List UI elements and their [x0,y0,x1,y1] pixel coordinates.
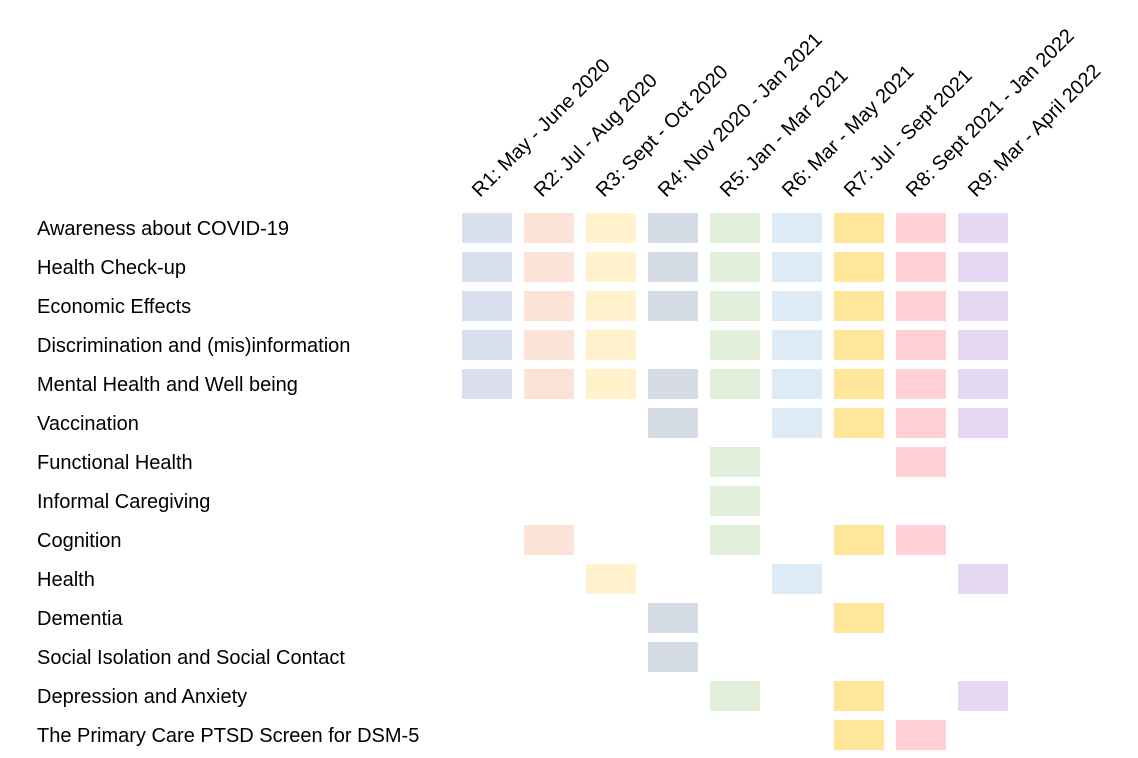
heatmap-cell [648,642,698,672]
heatmap-cell [958,564,1008,594]
heatmap-cell [524,213,574,243]
heatmap-cell [896,213,946,243]
heatmap-cell [896,525,946,555]
row-label: Informal Caregiving [37,491,210,513]
heatmap-cell [958,681,1008,711]
heatmap-cell [896,252,946,282]
row-label: Awareness about COVID-19 [37,218,289,240]
heatmap-cell [710,252,760,282]
row-label: Economic Effects [37,296,191,318]
row-label: Cognition [37,530,122,552]
heatmap-cell [834,330,884,360]
heatmap-cell [462,213,512,243]
heatmap-cell [772,564,822,594]
heatmap-cell [772,252,822,282]
heatmap-cell [896,408,946,438]
heatmap-cell [958,369,1008,399]
heatmap-cell [524,369,574,399]
heatmap-cell [586,213,636,243]
heatmap-cell [648,603,698,633]
heatmap-cell [958,408,1008,438]
heatmap-cell [710,486,760,516]
row-label: Social Isolation and Social Contact [37,647,345,669]
row-label: Health [37,569,95,591]
cells [462,213,1008,750]
heatmap-cell [462,252,512,282]
heatmap-cell [710,525,760,555]
heatmap-cell [896,720,946,750]
heatmap-cell [524,525,574,555]
heatmap-cell [710,330,760,360]
row-labels: Awareness about COVID-19 Health Check-up E… [37,218,419,747]
heatmap-cell [896,330,946,360]
heatmap-cell [710,447,760,477]
heatmap-cell [648,369,698,399]
heatmap-cell [958,213,1008,243]
heatmap-cell [648,213,698,243]
heatmap-cell [834,720,884,750]
heatmap-cell [772,408,822,438]
row-label: The Primary Care PTSD Screen for DSM-5 [37,725,419,747]
row-label: Depression and Anxiety [37,686,247,708]
heatmap-cell [710,213,760,243]
heatmap-cell [586,330,636,360]
heatmap-cell [958,330,1008,360]
heatmap-cell [586,291,636,321]
heatmap-cell [834,525,884,555]
heatmap-cell [648,408,698,438]
heatmap-cell [710,291,760,321]
heatmap-cell [648,252,698,282]
heatmap-cell [896,291,946,321]
heatmap-cell [772,369,822,399]
row-label: Functional Health [37,452,193,474]
heatmap-cell [586,564,636,594]
heatmap-cell [834,252,884,282]
heatmap-cell [586,252,636,282]
heatmap-cell [710,681,760,711]
heatmap-cell [896,369,946,399]
heatmap-cell [462,291,512,321]
heatmap-cell [834,213,884,243]
heatmap-cell [462,330,512,360]
heatmap-cell [834,681,884,711]
heatmap-cell [834,369,884,399]
row-label: Discrimination and (mis)information [37,335,350,357]
row-label: Mental Health and Well being [37,374,298,396]
heatmap-cell [834,291,884,321]
heatmap-cell [896,447,946,477]
heatmap-cell [524,291,574,321]
heatmap-cell [772,330,822,360]
heatmap-cell [958,252,1008,282]
heatmap-cell [648,291,698,321]
heatmap-cell [834,603,884,633]
row-label: Dementia [37,608,123,630]
heatmap-cell [834,408,884,438]
heatmap-cell [772,213,822,243]
row-label: Health Check-up [37,257,186,279]
heatmap-cell [524,330,574,360]
heatmap-cell [586,369,636,399]
heatmap-cell [524,252,574,282]
heatmap-cell [710,369,760,399]
heatmap-cell [958,291,1008,321]
heatmap-cell [462,369,512,399]
row-label: Vaccination [37,413,139,435]
heatmap-cell [772,291,822,321]
